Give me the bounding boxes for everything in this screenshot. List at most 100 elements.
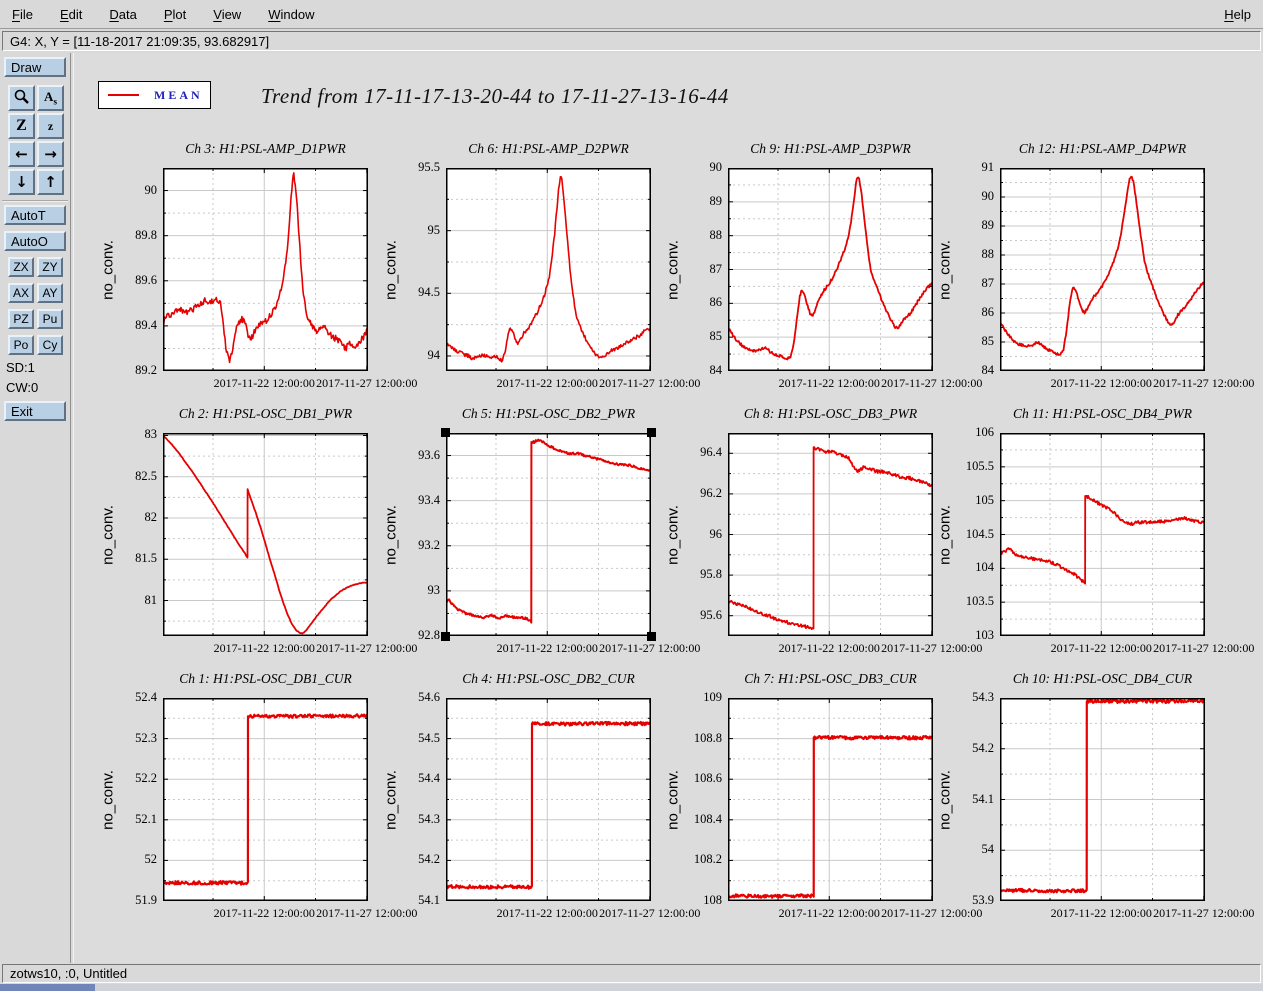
y-tick-label: 94: [427, 347, 441, 362]
x-tick-label: 2017-11-27 12:00:00: [881, 906, 983, 920]
legend-line-sample: [108, 94, 139, 96]
text-scale-button[interactable]: As: [37, 85, 64, 111]
legend-box[interactable]: MEAN: [98, 81, 211, 109]
selection-handle: [647, 428, 656, 437]
plot-area-ch12[interactable]: [1000, 168, 1205, 371]
po-button[interactable]: Po: [8, 335, 34, 355]
y-tick-label: 54.2: [418, 852, 440, 867]
plot-area-ch1[interactable]: [163, 698, 368, 901]
y-axis-label: no_conv.: [99, 504, 117, 565]
y-tick-label: 52.2: [135, 771, 157, 786]
legend-label: MEAN: [154, 87, 203, 102]
y-tick-label: 51.9: [135, 893, 157, 907]
y-tick-label: 54.3: [972, 690, 994, 704]
y-tick-label: 89.2: [135, 363, 157, 377]
y-tick-label: 54.5: [418, 730, 440, 745]
plot-area-ch5[interactable]: [446, 433, 651, 636]
trace-ch4: [446, 720, 651, 890]
y-tick-label: 103.5: [965, 594, 994, 609]
y-tick-label: 84: [981, 363, 995, 377]
chart-title: Ch 8: H1:PSL-OSC_DB3_PWR: [743, 406, 918, 421]
y-tick-label: 105: [975, 492, 994, 507]
y-tick-label: 108.6: [693, 771, 722, 786]
menu-help[interactable]: Help: [1224, 6, 1251, 22]
selection-handle: [647, 632, 656, 641]
y-axis-label: no_conv.: [936, 504, 954, 565]
y-tick-label: 88: [709, 227, 723, 242]
y-tick-label: 93: [427, 582, 441, 597]
y-tick-label: 86: [709, 295, 723, 310]
pan-up-button[interactable]: ↑: [37, 169, 64, 195]
y-axis-label: no_conv.: [664, 769, 682, 830]
exit-button[interactable]: Exit: [4, 401, 66, 421]
zx-button[interactable]: ZX: [8, 257, 34, 277]
x-tick-label: 2017-11-22 12:00:00: [778, 906, 880, 920]
plot-area-ch11[interactable]: [1000, 433, 1205, 636]
y-tick-label: 93.6: [418, 447, 440, 462]
menu-view[interactable]: View: [213, 6, 242, 22]
pan-right-button[interactable]: →: [37, 141, 64, 167]
autoscale-t-button[interactable]: AutoT: [4, 205, 66, 225]
y-tick-label: 90: [981, 189, 995, 203]
y-tick-label: 108.4: [693, 811, 722, 826]
zoom-out-z-button[interactable]: Z: [8, 113, 35, 139]
zoom-magnifier-button[interactable]: [8, 85, 35, 111]
y-tick-label: 87: [709, 261, 723, 276]
zy-button[interactable]: ZY: [37, 257, 63, 277]
y-axis-label: no_conv.: [382, 769, 400, 830]
plot-area-ch3[interactable]: [163, 168, 368, 371]
cy-button[interactable]: Cy: [37, 335, 63, 355]
x-tick-label: 2017-11-22 12:00:00: [778, 641, 880, 655]
plot-area-ch9[interactable]: [728, 168, 933, 371]
plot-area-ch4[interactable]: [446, 698, 651, 901]
pan-left-button[interactable]: ←: [8, 141, 35, 167]
chart-title: Ch 7: H1:PSL-OSC_DB3_CUR: [744, 671, 917, 686]
menu-data[interactable]: Data: [109, 6, 137, 22]
menu-window[interactable]: Window: [268, 6, 315, 22]
z-in-icon: z: [47, 118, 54, 133]
y-tick-label: 85: [981, 334, 995, 348]
text-as-icon: As: [44, 89, 57, 107]
selection-handle: [441, 428, 450, 437]
menu-plot[interactable]: Plot: [163, 6, 187, 22]
menu-edit[interactable]: Edit: [59, 6, 83, 22]
y-tick-label: 94.5: [418, 285, 440, 300]
y-axis-label: no_conv.: [382, 239, 400, 300]
plot-area-ch6[interactable]: [446, 168, 651, 371]
pu-button[interactable]: Pu: [37, 309, 63, 329]
status-text: zotws10, :0, Untitled: [10, 966, 128, 981]
y-tick-label: 105.5: [965, 458, 994, 473]
locator-bar: G4: X, Y = [11-18-2017 21:09:35, 93.6829…: [2, 31, 1261, 51]
ay-button[interactable]: AY: [37, 283, 63, 303]
zoom-in-z-button[interactable]: z: [37, 113, 64, 139]
draw-button[interactable]: Draw: [4, 57, 66, 77]
plot-area-ch7[interactable]: [728, 698, 933, 901]
y-tick-label: 91: [981, 160, 995, 174]
plot-area-ch10[interactable]: [1000, 698, 1205, 901]
magnifier-icon: [13, 88, 31, 109]
chart-title: Ch 11: H1:PSL-OSC_DB4_PWR: [1013, 406, 1192, 421]
menu-file[interactable]: File: [12, 6, 33, 22]
x-tick-label: 2017-11-27 12:00:00: [316, 641, 418, 655]
window-status-bar: zotws10, :0, Untitled: [2, 964, 1261, 983]
pz-button[interactable]: PZ: [8, 309, 34, 329]
chart-title: Ch 3: H1:PSL-AMP_D1PWR: [185, 141, 346, 156]
x-tick-label: 2017-11-22 12:00:00: [496, 906, 598, 920]
chart-title: Ch 10: H1:PSL-OSC_DB4_CUR: [1012, 671, 1193, 686]
plot-area-ch8[interactable]: [728, 433, 933, 636]
locator-readout: G4: X, Y = [11-18-2017 21:09:35, 93.6829…: [10, 33, 270, 49]
pan-down-button[interactable]: ↓: [8, 169, 35, 195]
x-tick-label: 2017-11-22 12:00:00: [496, 376, 598, 390]
plot-main-title: Trend from 17-11-17-13-20-44 to 17-11-27…: [261, 84, 729, 108]
trace-ch7: [728, 734, 933, 899]
x-tick-label: 2017-11-27 12:00:00: [599, 906, 701, 920]
arrow-right-icon: →: [44, 144, 57, 163]
arrow-down-icon: ↓: [15, 172, 28, 191]
x-tick-label: 2017-11-27 12:00:00: [1153, 906, 1255, 920]
y-tick-label: 82: [144, 509, 158, 524]
x-tick-label: 2017-11-22 12:00:00: [1050, 641, 1152, 655]
plot-canvas: MEAN Trend from 17-11-17-13-20-44 to 17-…: [73, 53, 1263, 963]
plot-area-ch2[interactable]: [163, 433, 368, 636]
ax-button[interactable]: AX: [8, 283, 34, 303]
autoscale-o-button[interactable]: AutoO: [4, 231, 66, 251]
